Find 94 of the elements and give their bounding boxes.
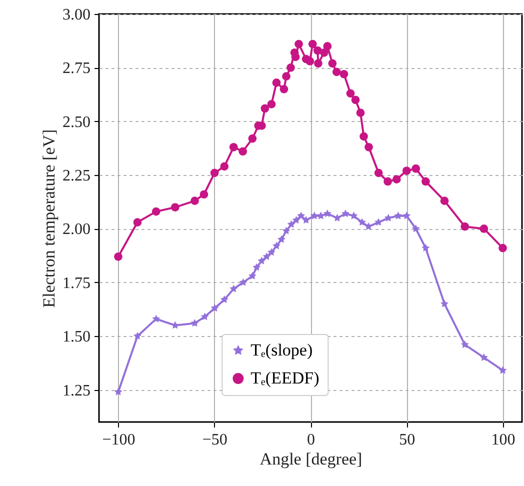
point (308, 40, 317, 48)
x-tick-label: 50 (399, 432, 416, 448)
point (392, 175, 401, 184)
point (440, 196, 449, 205)
point (310, 212, 318, 220)
point (267, 248, 276, 256)
y-tick-label: 2.50 (62, 114, 90, 131)
point (440, 300, 448, 308)
point (374, 168, 383, 178)
point (200, 190, 208, 199)
point (340, 70, 348, 78)
point (260, 104, 270, 113)
point (272, 242, 280, 250)
y-tick-label: 2.75 (62, 60, 90, 78)
point (323, 210, 332, 218)
y-axis-title: Electron temperature [eV] (40, 129, 58, 308)
point (114, 252, 122, 261)
x-tick-label: 100 (491, 432, 516, 448)
point (190, 319, 199, 327)
point (412, 164, 420, 173)
y-tick-label: 3.00 (62, 6, 90, 24)
point (402, 166, 411, 175)
point (262, 252, 271, 260)
point (248, 272, 256, 280)
point (394, 212, 402, 220)
point (280, 84, 288, 94)
point (239, 278, 248, 286)
point (360, 132, 368, 141)
point (292, 216, 300, 224)
point (320, 48, 328, 57)
point (152, 207, 160, 216)
point (498, 366, 507, 374)
point (282, 72, 290, 80)
point (294, 40, 303, 48)
point (230, 284, 238, 292)
point (364, 222, 373, 230)
point (306, 57, 314, 66)
point (498, 244, 507, 252)
point (351, 96, 360, 104)
point (277, 235, 286, 243)
y-tick-label: 1.75 (62, 274, 90, 292)
point (287, 220, 296, 228)
point (220, 295, 228, 303)
x-axis-title: Angle [degree] (260, 450, 362, 468)
point (133, 332, 142, 340)
legend-label: Tₑ(slope) (250, 340, 313, 360)
point (364, 142, 373, 152)
point (220, 162, 229, 171)
point (297, 212, 306, 220)
point (190, 196, 199, 205)
y-tick-label: 2.25 (62, 168, 90, 185)
point (133, 218, 142, 226)
point (358, 218, 366, 226)
point (252, 263, 261, 271)
point (316, 212, 325, 220)
point (248, 134, 257, 143)
point (356, 108, 365, 117)
point (200, 312, 209, 320)
point (282, 226, 290, 234)
point (267, 100, 276, 108)
point (210, 304, 219, 312)
point (152, 314, 160, 322)
point (238, 147, 248, 156)
point (286, 64, 295, 72)
point (346, 89, 355, 98)
point (422, 244, 430, 252)
point (210, 168, 219, 178)
point (402, 212, 411, 220)
point (333, 214, 342, 222)
point (460, 222, 470, 231)
point (460, 340, 469, 348)
legend-label: Tₑ(EEDF) (250, 368, 320, 388)
point (421, 177, 430, 186)
point (170, 203, 180, 212)
point (384, 177, 392, 186)
point (480, 353, 488, 361)
x-tick-label: −100 (102, 432, 136, 448)
point (272, 78, 281, 87)
point (302, 216, 310, 224)
point (328, 59, 337, 68)
y-tick-label: 1.25 (62, 382, 90, 400)
point (412, 224, 420, 232)
point (114, 388, 122, 396)
point (332, 68, 341, 76)
x-tick-label: −50 (202, 432, 228, 448)
point (314, 59, 322, 68)
y-tick-label: 1.50 (62, 328, 90, 346)
y-tick-label: 2.00 (62, 221, 90, 238)
x-tick-label: 0 (307, 432, 315, 448)
point (229, 142, 238, 152)
point (323, 42, 332, 50)
point (480, 224, 488, 233)
point (342, 210, 350, 218)
point (258, 256, 266, 264)
